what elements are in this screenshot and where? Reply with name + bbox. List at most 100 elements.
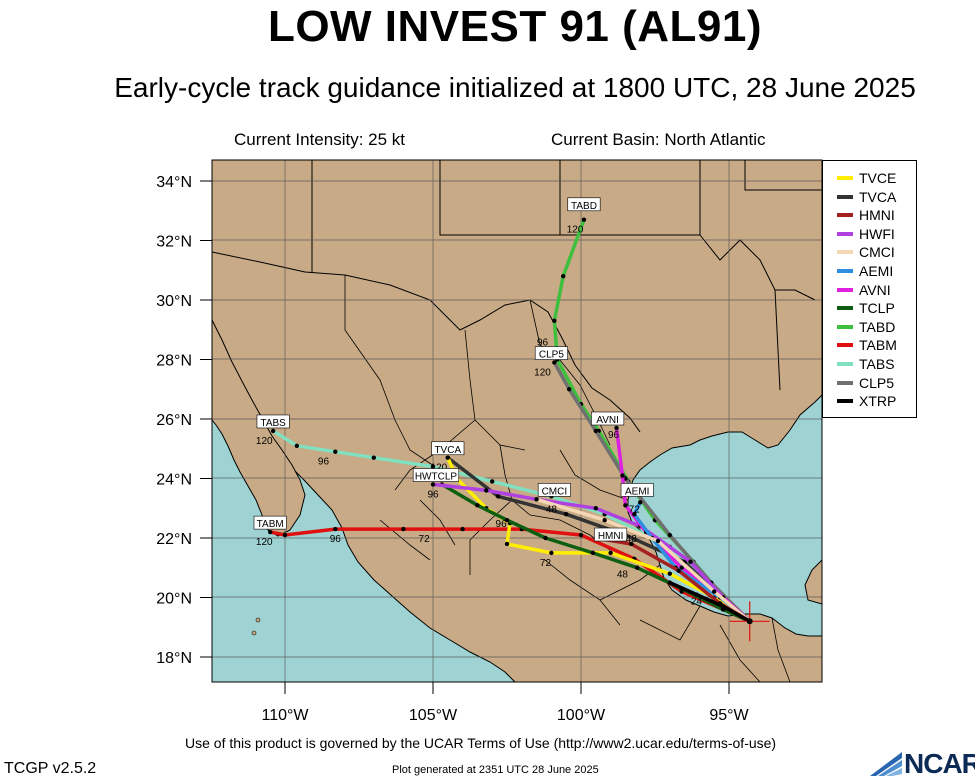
legend-item-avni: AVNI	[837, 281, 891, 299]
track-tag-box	[253, 515, 287, 530]
legend-swatch	[837, 250, 853, 255]
track-point	[460, 526, 465, 532]
track-tag-box	[534, 346, 568, 360]
ncar-logo-text: NCAR	[904, 748, 975, 779]
track-tag: 96	[330, 534, 342, 545]
track-tag: 72	[419, 534, 431, 545]
track-point	[549, 550, 554, 556]
legend-item-tclp: TCLP	[837, 299, 895, 317]
track-point	[676, 568, 681, 573]
lat-label: 26°N	[156, 412, 192, 429]
track-tag: 96	[427, 489, 439, 500]
track-point	[566, 387, 572, 392]
legend-label: TABS	[859, 356, 895, 372]
generated-timestamp: Plot generated at 2351 UTC 28 June 2025	[392, 764, 599, 776]
track-tag-box	[412, 468, 460, 482]
track-point	[490, 479, 495, 484]
lat-label: 34°N	[156, 174, 192, 191]
border-mexico-states	[344, 275, 791, 682]
track-tag: CMCI	[542, 486, 568, 497]
legend-swatch	[837, 399, 853, 404]
lat-label: 22°N	[156, 531, 192, 548]
current-intensity: Current Intensity: 25 kt	[234, 130, 406, 149]
current-basin: Current Basin: North Atlantic	[551, 130, 766, 149]
track-point	[667, 580, 672, 585]
island	[251, 630, 257, 636]
track-tag: 120	[256, 537, 273, 548]
track-tag-box	[620, 483, 654, 497]
track-tag: 120	[534, 367, 551, 378]
track-point	[593, 506, 598, 511]
lon-label: 100°W	[557, 707, 606, 724]
track-point	[679, 565, 684, 570]
legend-label: XTRP	[859, 393, 897, 410]
legend-item-tabm: TABM	[837, 336, 897, 354]
legend-item-cmci: CMCI	[837, 243, 895, 261]
track-tag-box	[431, 441, 465, 456]
track-tag: 120	[567, 225, 584, 236]
track-point	[282, 532, 288, 538]
track-point	[632, 512, 637, 517]
legend-label: AEMI	[859, 263, 894, 279]
legend-swatch	[837, 362, 853, 366]
legend-label: TVCE	[859, 170, 897, 186]
ncar-swoosh-icon	[870, 752, 902, 776]
legend-swatch	[837, 194, 853, 199]
grid	[212, 160, 822, 682]
legend-item-aemi: AEMI	[837, 262, 893, 280]
legend-swatch	[837, 176, 853, 180]
lat-label: 24°N	[156, 472, 192, 489]
legend-swatch	[837, 306, 853, 311]
track-tag: 72	[540, 558, 552, 569]
legend-label: HMNI	[859, 207, 895, 224]
track-tag: TABS	[260, 418, 286, 429]
legend-label: CMCI	[859, 244, 895, 261]
track-point	[720, 604, 726, 609]
legend-item-tabs: TABS	[837, 355, 895, 373]
track-point	[694, 592, 699, 597]
track-tag: CLP5	[539, 350, 564, 361]
legend-label: TVCA	[859, 188, 897, 205]
track-point	[475, 503, 480, 508]
track-tag: AEMI	[625, 486, 649, 497]
land-yucatan	[804, 559, 822, 605]
border-states	[311, 160, 822, 391]
track-tag: 120	[256, 436, 273, 447]
track-point	[333, 449, 338, 454]
track-tag: 96	[537, 338, 549, 349]
legend-item-hmni: HMNI	[837, 206, 895, 224]
legend-label: TCLP	[859, 300, 895, 317]
track-point	[602, 517, 607, 523]
lon-label: 105°W	[409, 707, 458, 724]
track-point	[564, 512, 569, 517]
track-tag: HWTCLP	[415, 472, 458, 483]
track-tag: 24	[691, 596, 703, 607]
track-point	[667, 532, 672, 538]
legend-swatch	[837, 213, 853, 218]
track-point	[333, 526, 338, 532]
track-tag: 96	[496, 519, 508, 530]
track-tag-box	[537, 483, 571, 497]
lat-label: 28°N	[156, 353, 192, 370]
version-label: TCGP v2.5.2	[4, 760, 97, 777]
border-us-mexico	[212, 251, 641, 433]
lat-label: 18°N	[156, 650, 192, 667]
track-point	[445, 455, 450, 460]
lon-label: 110°W	[261, 707, 309, 724]
lat-label: 32°N	[156, 234, 192, 251]
track-point	[495, 494, 501, 499]
legend-swatch	[837, 380, 853, 385]
track-point	[614, 425, 619, 431]
legend-swatch	[837, 269, 853, 273]
legend-item-tvce: TVCE	[837, 169, 896, 187]
track-point	[561, 274, 566, 279]
legend-item-tvca: TVCA	[837, 188, 896, 206]
track-point	[430, 482, 436, 487]
track-point	[294, 443, 300, 448]
track-tag: HMNI	[598, 531, 624, 542]
legend-swatch	[837, 231, 853, 236]
track-tag: 96	[318, 457, 330, 468]
